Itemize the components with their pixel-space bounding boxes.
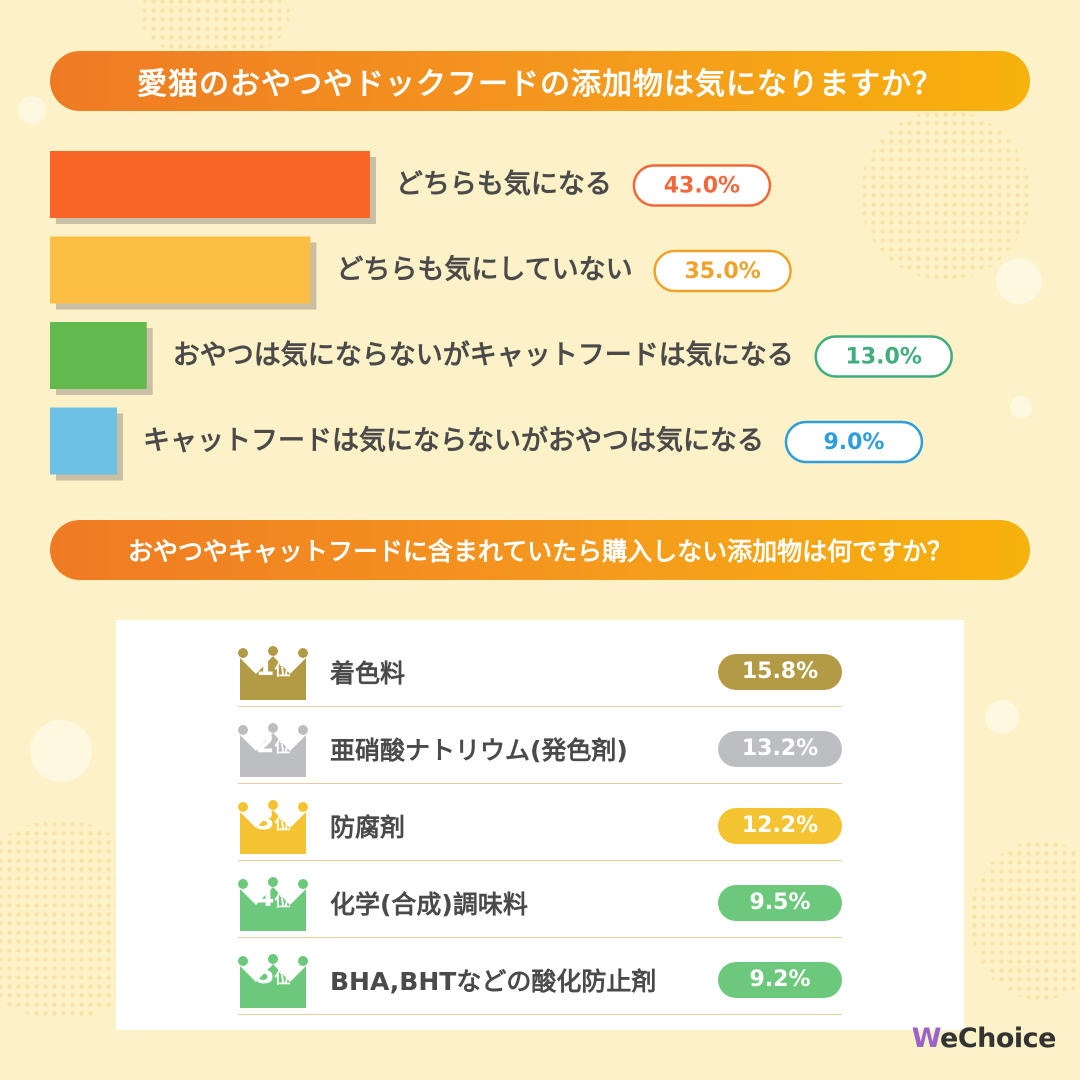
value-pill — [784, 420, 924, 464]
ranking-row: 2位 亜硝酸ナトリウム(発色剤) 13.2% — [238, 707, 842, 784]
decorative-bubble — [18, 96, 46, 124]
bar — [50, 407, 117, 475]
percentage-badge: 15.8% — [718, 654, 842, 690]
additive-label: 着色料 — [330, 659, 406, 688]
wechoice-logo: WeChoice — [911, 1023, 1057, 1054]
bar-group: どちらも気にしていない 35.0% — [50, 236, 792, 310]
question-1-banner: 愛猫のおやつやドックフードの添加物は気になりますか？ — [50, 51, 1030, 111]
rank-digit: 5 — [255, 959, 275, 990]
additive-label: 化学(合成)調味料 — [330, 890, 528, 919]
rank-digit: 4 — [255, 882, 275, 913]
answer-bar-chart: どちらも気になる 43.0% どちらも気にしていない 35.0% おやつは気にならないが… — [50, 151, 953, 481]
bar-value-label: 43.0% — [664, 174, 740, 199]
crown-icon — [238, 646, 308, 700]
percentage-badge: 12.2% — [718, 808, 842, 844]
value-pill — [814, 335, 953, 378]
ranking-row: 4位 化学(合成)調味料 9.5% — [238, 861, 842, 938]
bar — [50, 322, 147, 389]
row-divider — [238, 706, 842, 707]
crown-icon — [238, 877, 308, 931]
ranking-row: 3位 防腐剤 12.2% — [238, 784, 842, 861]
bar-group: どちらも気になる 43.0% — [50, 151, 772, 224]
percentage-badge: 13.2% — [718, 731, 842, 767]
rank-number: 1位 — [238, 650, 308, 687]
crown-icon — [238, 954, 308, 1008]
bar-value-label: 9.0% — [823, 430, 884, 455]
rank-number: 4位 — [238, 881, 308, 918]
question-2-banner: おやつやキャットフードに含まれていたら購入しない添加物は何ですか？ — [50, 520, 1030, 580]
bar-category-label: おやつは気にならないがキャットフードは気になる — [173, 339, 794, 371]
rank-suffix: 位 — [274, 660, 291, 679]
bar-category-label: どちらも気にしていない — [336, 254, 632, 286]
row-divider — [238, 1014, 842, 1015]
crown-icon — [238, 800, 308, 854]
decorative-bubble — [985, 700, 1019, 734]
rank-number: 2位 — [238, 727, 308, 764]
bar-group: キャットフードは気にならないがおやつは気になる 9.0% — [50, 407, 924, 481]
bar-category-label: どちらも気になる — [396, 168, 612, 200]
rank-number: 5位 — [238, 958, 308, 995]
question-2-title: おやつやキャットフードに含まれていたら購入しない添加物は何ですか？ — [127, 537, 953, 566]
row-divider — [238, 783, 842, 784]
additive-label: 防腐剤 — [330, 813, 406, 842]
bar — [50, 236, 311, 304]
crown-icon — [238, 723, 308, 777]
rank-digit: 3 — [255, 805, 275, 836]
bar-value-label: 13.0% — [846, 345, 922, 370]
additive-label: BHA,BHTなどの酸化防止剤 — [330, 967, 657, 996]
additive-label: 亜硝酸ナトリウム(発色剤) — [330, 736, 628, 765]
bar — [50, 151, 370, 218]
rank-digit: 1 — [255, 651, 275, 682]
rank-suffix: 位 — [274, 968, 291, 987]
decorative-bubble — [1010, 396, 1032, 418]
dot-pattern-circle — [970, 840, 1080, 1000]
bar-category-label: キャットフードは気にならないがおやつは気になる — [143, 425, 764, 457]
rank-suffix: 位 — [274, 737, 291, 756]
percentage-badge: 9.2% — [718, 962, 842, 998]
row-divider — [238, 860, 842, 861]
percentage-badge: 9.5% — [718, 885, 842, 921]
value-pill — [632, 164, 772, 207]
bar-value-label: 35.0% — [684, 259, 760, 284]
value-pill — [653, 249, 792, 293]
rank-suffix: 位 — [274, 814, 291, 833]
rank-number: 3位 — [238, 804, 308, 841]
dot-pattern-circle — [860, 110, 1030, 280]
bar-group: おやつは気にならないがキャットフードは気になる 13.0% — [50, 322, 953, 395]
decorative-bubble — [30, 720, 92, 782]
rank-suffix: 位 — [274, 891, 291, 910]
ranking-row: 5位 BHA,BHTなどの酸化防止剤 9.2% — [238, 938, 842, 1015]
decorative-bubble — [996, 258, 1042, 304]
row-divider — [238, 937, 842, 938]
ranking-row: 1位 着色料 15.8% — [238, 630, 842, 707]
rank-digit: 2 — [255, 728, 275, 759]
question-1-title: 愛猫のおやつやドックフードの添加物は気になりますか？ — [137, 67, 943, 102]
